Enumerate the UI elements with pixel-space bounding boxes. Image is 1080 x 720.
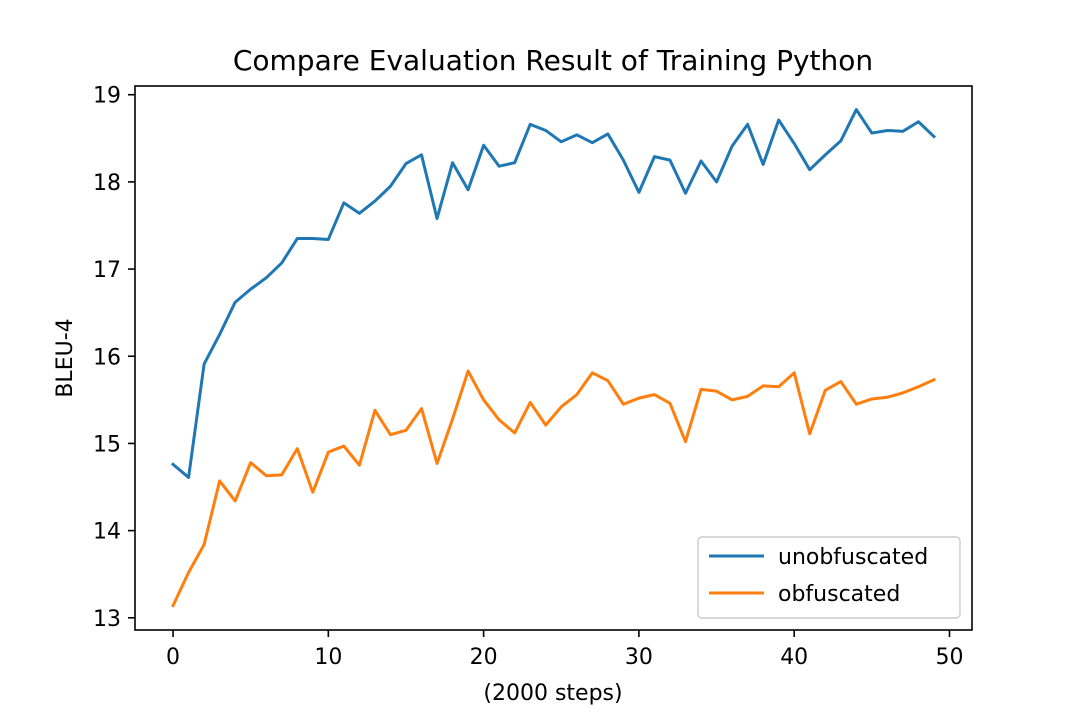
x-tick-label: 20 (470, 645, 498, 670)
y-tick-label: 13 (93, 607, 121, 632)
y-tick-label: 15 (93, 432, 121, 457)
x-tick-label: 10 (314, 645, 342, 670)
y-axis-ticks: 13 14 15 16 17 18 19 (93, 84, 135, 632)
y-tick-label: 14 (93, 520, 121, 545)
x-tick-label: 50 (935, 645, 963, 670)
x-tick-label: 30 (625, 645, 653, 670)
y-tick-label: 17 (93, 258, 121, 283)
x-tick-label: 0 (166, 645, 180, 670)
x-axis-label: (2000 steps) (483, 681, 622, 706)
plot-frame (134, 85, 973, 631)
y-tick-label: 19 (93, 84, 121, 109)
legend-label-obfuscated: obfuscated (778, 582, 900, 607)
x-axis-ticks: 0 10 20 30 40 50 (166, 630, 963, 670)
y-axis-label: BLEU-4 (53, 318, 78, 397)
x-tick-label: 40 (780, 645, 808, 670)
series-line-unobfuscated (170, 108, 937, 479)
y-tick-label: 16 (93, 345, 121, 370)
legend: unobfuscated obfuscated (697, 536, 961, 619)
series-layer (170, 108, 937, 608)
series-line-obfuscated (171, 369, 936, 608)
legend-label-unobfuscated: unobfuscated (778, 545, 928, 570)
y-tick-label: 18 (93, 171, 121, 196)
chart-title: Compare Evaluation Result of Training Py… (233, 44, 873, 77)
